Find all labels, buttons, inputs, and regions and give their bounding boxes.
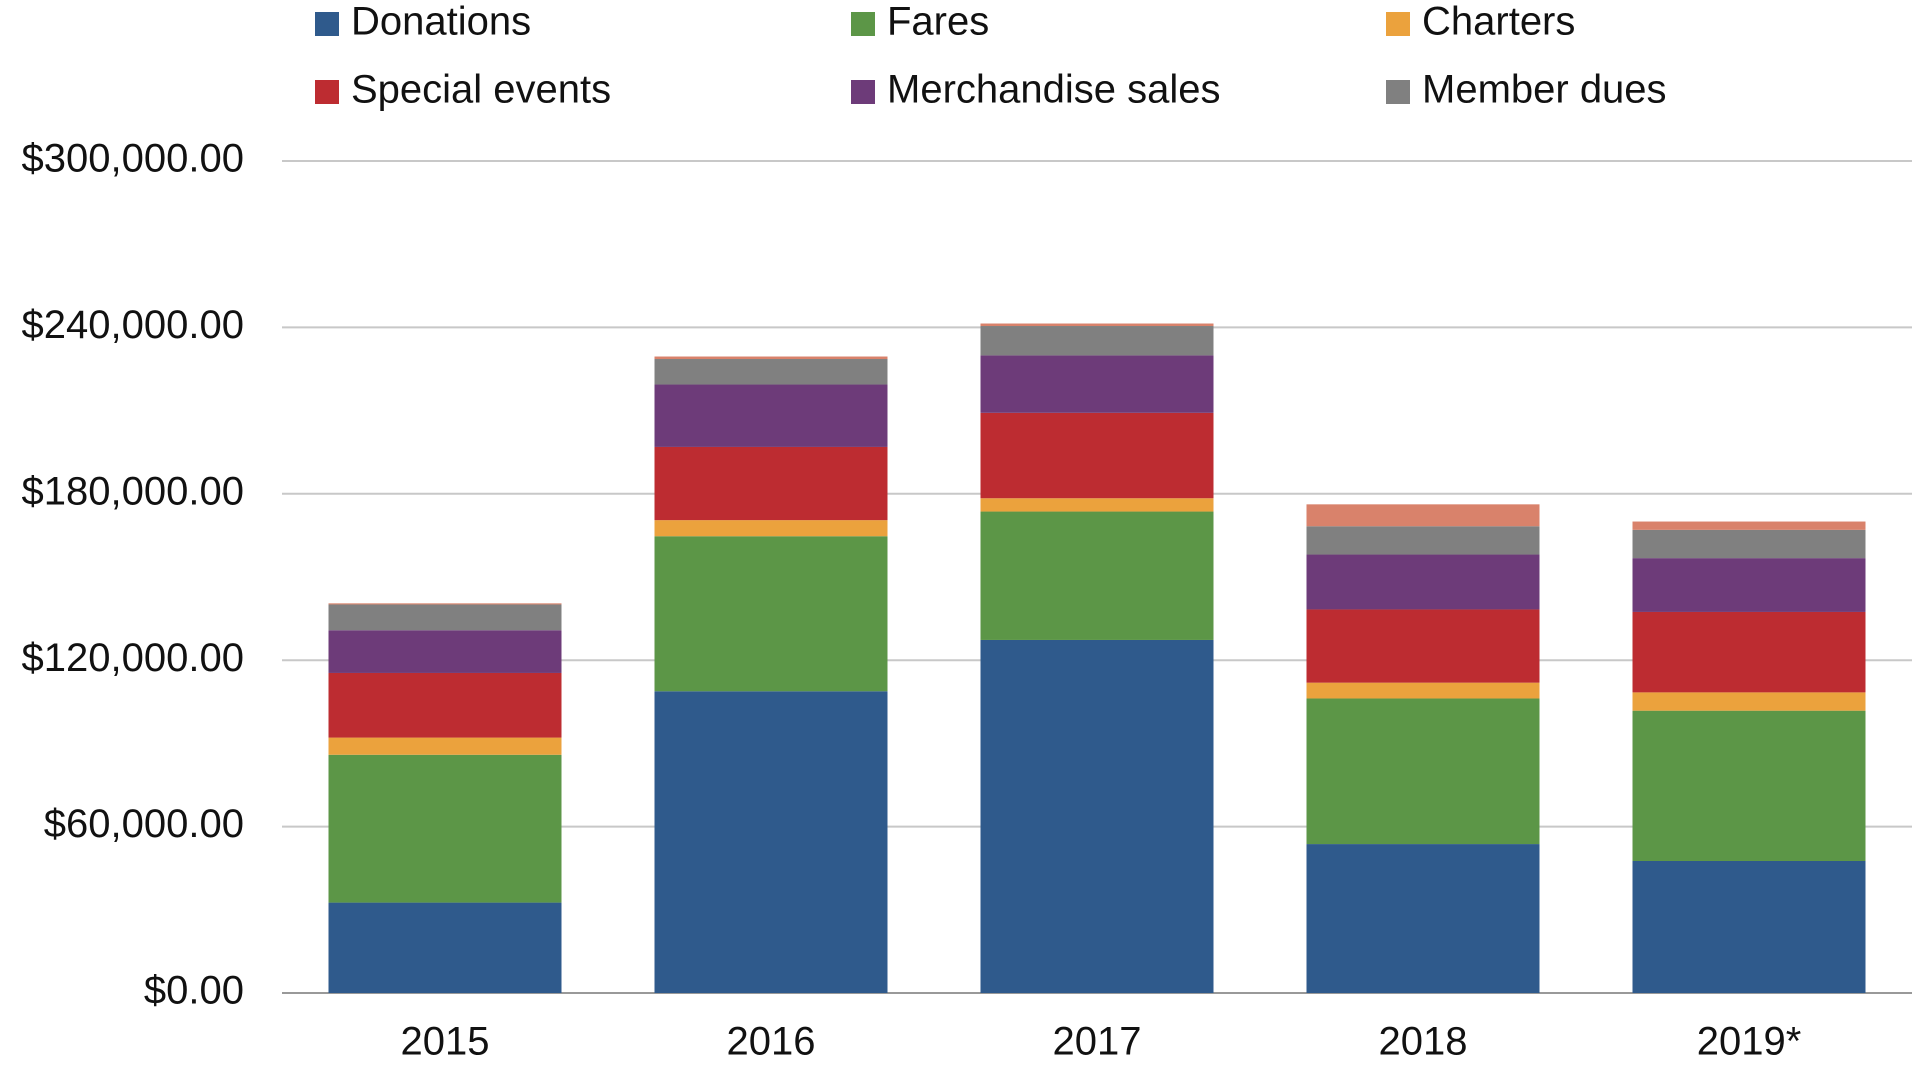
bar-segment (980, 326, 1214, 356)
bar-segment (328, 630, 562, 673)
bar-segment (980, 511, 1214, 640)
bar-segment (1632, 529, 1866, 559)
y-tick-label: $120,000.00 (22, 636, 244, 680)
x-tick-label: 2019* (1697, 1020, 1802, 1064)
bar-segment (1306, 682, 1540, 699)
bar-segment (654, 520, 888, 537)
bar-segment (328, 754, 562, 903)
bar-segment (980, 498, 1214, 512)
x-tick-label: 2017 (1053, 1020, 1142, 1064)
bar-segment (980, 323, 1214, 327)
bar-segment (1306, 844, 1540, 993)
legend-swatch (315, 12, 339, 36)
bar-segment (1632, 860, 1866, 993)
legend-label: Merchandise sales (887, 68, 1221, 112)
legend-label: Charters (1422, 0, 1575, 44)
bar-segment (328, 902, 562, 993)
x-tick-label: 2018 (1379, 1020, 1468, 1064)
x-tick-label: 2015 (401, 1020, 490, 1064)
legend-label: Special events (351, 68, 611, 112)
bar-segment (328, 604, 562, 631)
bar-segment (980, 639, 1214, 993)
bar-segment (654, 384, 888, 447)
bar-segment (654, 536, 888, 692)
bar-segment (1632, 558, 1866, 612)
bar-segment (980, 355, 1214, 413)
bar-segment (654, 356, 888, 360)
bar-segment (654, 359, 888, 385)
y-tick-label: $240,000.00 (22, 303, 244, 347)
bar-segment (1306, 609, 1540, 683)
legend-label: Member dues (1422, 68, 1667, 112)
bar-segment (1306, 698, 1540, 845)
bar-segment (1632, 692, 1866, 711)
legend-swatch (1386, 80, 1410, 104)
x-tick-label: 2016 (727, 1020, 816, 1064)
bar-segment (654, 446, 888, 521)
bar-segment (980, 412, 1214, 499)
legend-swatch (851, 80, 875, 104)
y-tick-label: $60,000.00 (44, 802, 244, 846)
bar-segment (328, 603, 562, 605)
bar-segment (654, 691, 888, 993)
y-tick-label: $0.00 (144, 969, 244, 1013)
legend-label: Donations (351, 0, 531, 44)
bar-segment (328, 672, 562, 738)
bar-segment (1632, 611, 1866, 693)
bar-segment (1306, 504, 1540, 527)
bar-segment (1632, 710, 1866, 861)
y-tick-label: $180,000.00 (22, 469, 244, 513)
legend-swatch (315, 80, 339, 104)
y-tick-label: $300,000.00 (22, 137, 244, 181)
bar-segment (328, 737, 562, 755)
bar-segment (1632, 521, 1866, 530)
legend-swatch (851, 12, 875, 36)
legend-swatch (1386, 12, 1410, 36)
bar-segment (1306, 554, 1540, 610)
legend-label: Fares (887, 0, 989, 44)
bar-segment (1306, 526, 1540, 555)
